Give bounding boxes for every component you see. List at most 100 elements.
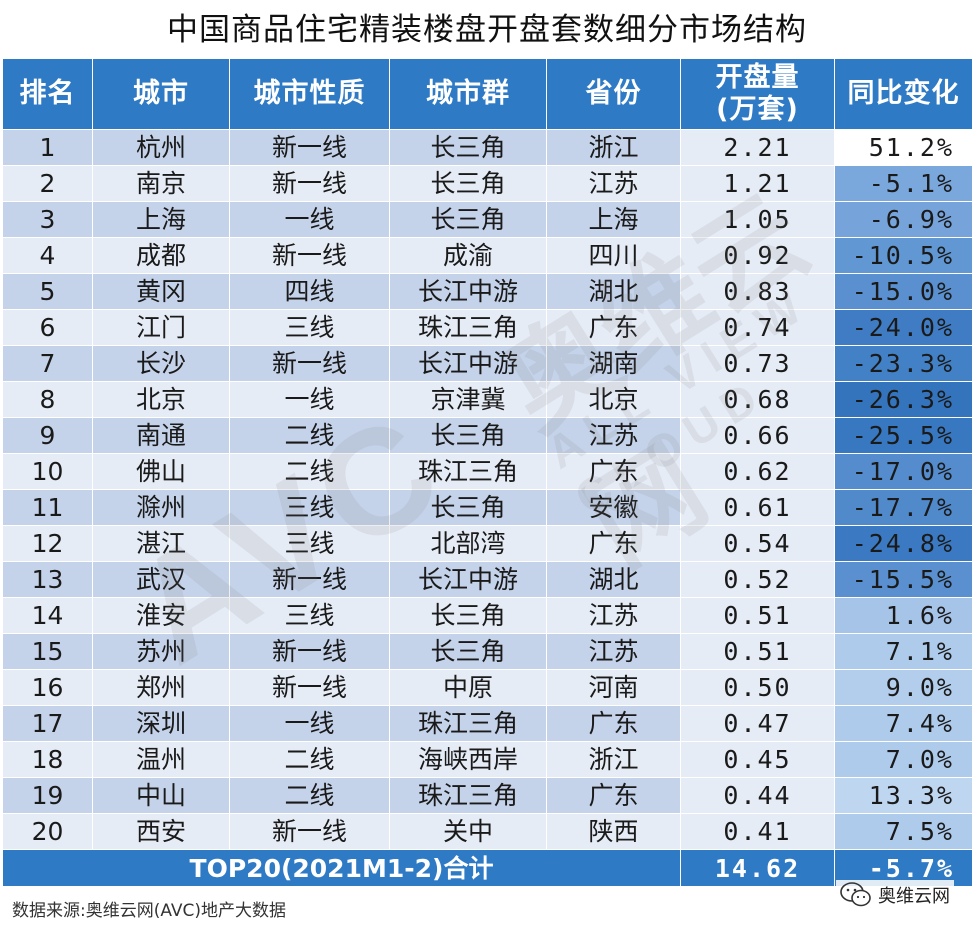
cell-city: 北京 <box>92 381 230 418</box>
cell-rank: 11 <box>2 489 93 526</box>
table-row: 19 中山 二线 珠江三角 广东 0.44 13.3% <box>2 777 973 814</box>
cell-volume: 0.61 <box>680 489 835 526</box>
cell-province: 陕西 <box>546 813 681 850</box>
cell-province: 湖南 <box>546 345 681 382</box>
cell-city-type: 新一线 <box>229 237 390 274</box>
table-row: 5 黄冈 四线 长江中游 湖北 0.83 -15.0% <box>2 273 973 310</box>
cell-rank: 7 <box>2 345 93 382</box>
cell-change: 7.5% <box>834 813 973 850</box>
cell-rank: 8 <box>2 381 93 418</box>
table-row: 17 深圳 一线 珠江三角 广东 0.47 7.4% <box>2 705 973 742</box>
table-row: 12 湛江 三线 北部湾 广东 0.54 -24.8% <box>2 525 973 562</box>
cell-volume: 0.47 <box>680 705 835 742</box>
cell-cluster: 北部湾 <box>389 525 547 562</box>
cell-volume: 0.41 <box>680 813 835 850</box>
cell-volume: 0.92 <box>680 237 835 274</box>
cell-city: 长沙 <box>92 345 230 382</box>
cell-city-type: 二线 <box>229 417 390 454</box>
cell-volume: 0.62 <box>680 453 835 490</box>
cell-city: 深圳 <box>92 705 230 742</box>
cell-cluster: 海峡西岸 <box>389 741 547 778</box>
cell-rank: 10 <box>2 453 93 490</box>
cell-change: 51.2% <box>834 129 973 166</box>
cell-city: 温州 <box>92 741 230 778</box>
cell-city: 江门 <box>92 309 230 346</box>
cell-cluster: 京津冀 <box>389 381 547 418</box>
cell-change: -15.5% <box>834 561 973 598</box>
table-row: 8 北京 一线 京津冀 北京 0.68 -26.3% <box>2 381 973 418</box>
header-city-type: 城市性质 <box>229 58 390 130</box>
table-row: 11 滁州 三线 长三角 安徽 0.61 -17.7% <box>2 489 973 526</box>
cell-change: 7.4% <box>834 705 973 742</box>
cell-volume: 0.51 <box>680 597 835 634</box>
cell-cluster: 长江中游 <box>389 345 547 382</box>
cell-change: -6.9% <box>834 201 973 238</box>
cell-change: -24.0% <box>834 309 973 346</box>
cell-province: 湖北 <box>546 273 681 310</box>
cell-province: 四川 <box>546 237 681 274</box>
cell-province: 浙江 <box>546 741 681 778</box>
cell-cluster: 珠江三角 <box>389 309 547 346</box>
cell-city: 南通 <box>92 417 230 454</box>
cell-volume: 0.52 <box>680 561 835 598</box>
table-row: 4 成都 新一线 成渝 四川 0.92 -10.5% <box>2 237 973 274</box>
cell-city-type: 一线 <box>229 381 390 418</box>
cell-cluster: 长三角 <box>389 417 547 454</box>
cell-city-type: 一线 <box>229 705 390 742</box>
table-row: 9 南通 二线 长三角 江苏 0.66 -25.5% <box>2 417 973 454</box>
cell-change: 7.1% <box>834 633 973 670</box>
page-title: 中国商品住宅精装楼盘开盘套数细分市场结构 <box>167 12 807 48</box>
table-row: 3 上海 一线 长三角 上海 1.05 -6.9% <box>2 201 973 238</box>
brand-badge: 奥维云网 <box>836 880 954 910</box>
cell-volume: 1.05 <box>680 201 835 238</box>
cell-city-type: 四线 <box>229 273 390 310</box>
header-row: 排名 城市 城市性质 城市群 省份 开盘量 (万套) 同比变化 <box>2 58 973 130</box>
cell-cluster: 长三角 <box>389 201 547 238</box>
header-volume: 开盘量 (万套) <box>680 58 835 130</box>
cell-city-type: 新一线 <box>229 813 390 850</box>
cell-cluster: 关中 <box>389 813 547 850</box>
table-row: 7 长沙 新一线 长江中游 湖南 0.73 -23.3% <box>2 345 973 382</box>
cell-province: 广东 <box>546 453 681 490</box>
cell-province: 河南 <box>546 669 681 706</box>
cell-rank: 17 <box>2 705 93 742</box>
cell-change: -10.5% <box>834 237 973 274</box>
cell-rank: 9 <box>2 417 93 454</box>
cell-city-type: 三线 <box>229 309 390 346</box>
cell-change: -17.0% <box>834 453 973 490</box>
cell-volume: 2.21 <box>680 129 835 166</box>
cell-province: 广东 <box>546 777 681 814</box>
cell-rank: 16 <box>2 669 93 706</box>
cell-province: 安徽 <box>546 489 681 526</box>
cell-province: 浙江 <box>546 129 681 166</box>
cell-rank: 1 <box>2 129 93 166</box>
cell-city-type: 三线 <box>229 525 390 562</box>
cell-city-type: 三线 <box>229 489 390 526</box>
cell-volume: 0.44 <box>680 777 835 814</box>
cell-city: 黄冈 <box>92 273 230 310</box>
table-row: 2 南京 新一线 长三角 江苏 1.21 -5.1% <box>2 165 973 202</box>
table-row: 13 武汉 新一线 长江中游 湖北 0.52 -15.5% <box>2 561 973 598</box>
cell-city-type: 新一线 <box>229 669 390 706</box>
cell-city: 南京 <box>92 165 230 202</box>
cell-city-type: 新一线 <box>229 633 390 670</box>
cell-volume: 0.54 <box>680 525 835 562</box>
cell-cluster: 长三角 <box>389 489 547 526</box>
cell-change: -15.0% <box>834 273 973 310</box>
cell-change: -17.7% <box>834 489 973 526</box>
cell-rank: 20 <box>2 813 93 850</box>
cell-city: 淮安 <box>92 597 230 634</box>
cell-rank: 4 <box>2 237 93 274</box>
cell-city-type: 新一线 <box>229 345 390 382</box>
cell-rank: 13 <box>2 561 93 598</box>
table-row: 10 佛山 二线 珠江三角 广东 0.62 -17.0% <box>2 453 973 490</box>
cell-province: 江苏 <box>546 417 681 454</box>
brand-label: 奥维云网 <box>878 886 950 907</box>
cell-cluster: 长江中游 <box>389 273 547 310</box>
cell-cluster: 长三角 <box>389 633 547 670</box>
table-row: 20 西安 新一线 关中 陕西 0.41 7.5% <box>2 813 973 850</box>
cell-city-type: 三线 <box>229 597 390 634</box>
cell-volume: 0.45 <box>680 741 835 778</box>
cell-province: 湖北 <box>546 561 681 598</box>
cell-change: -24.8% <box>834 525 973 562</box>
